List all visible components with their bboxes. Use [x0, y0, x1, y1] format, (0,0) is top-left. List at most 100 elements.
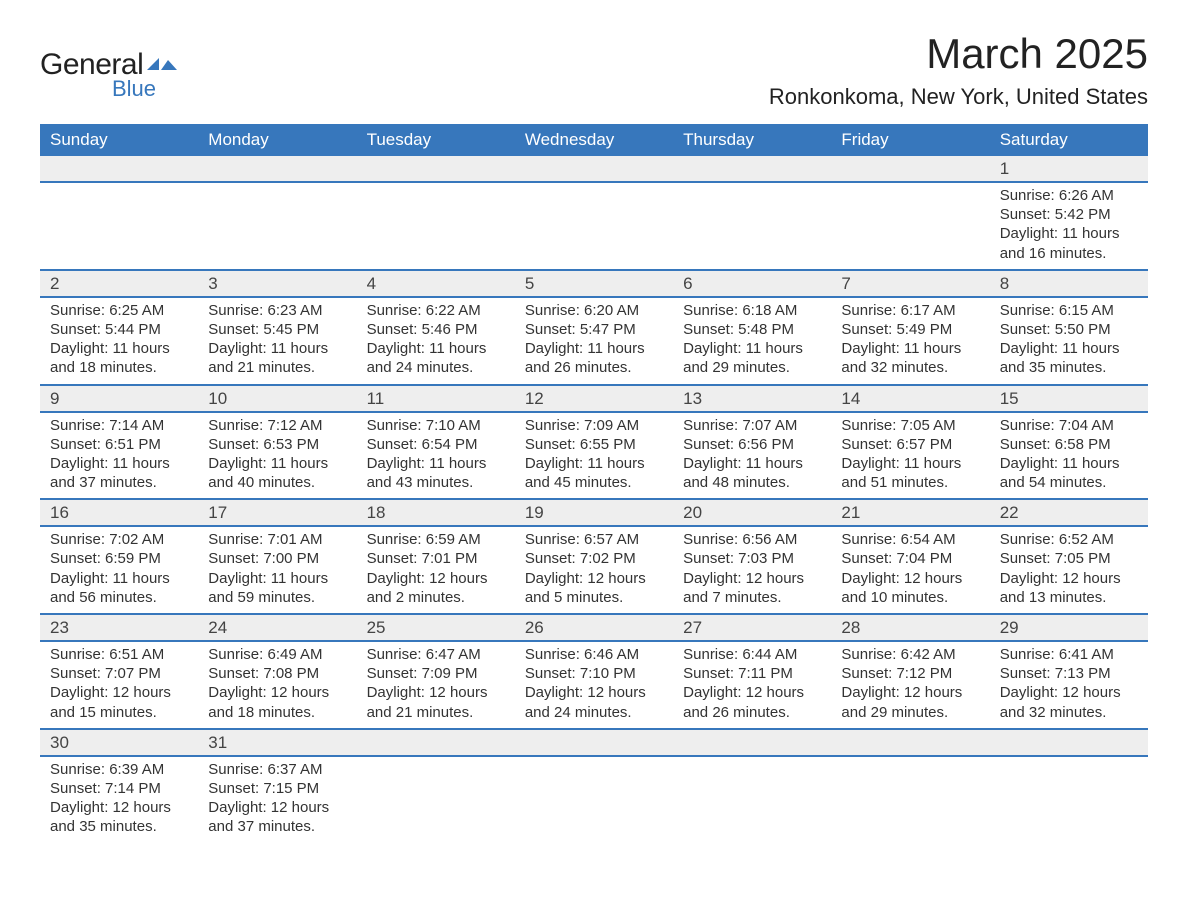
daylight-text: Daylight: 11 hours and 35 minutes.: [1000, 339, 1138, 377]
day-details-cell: Sunrise: 7:07 AMSunset: 6:56 PMDaylight:…: [673, 412, 831, 500]
day-number-cell: 1: [990, 156, 1148, 182]
daylight-text: Daylight: 12 hours and 15 minutes.: [50, 683, 188, 721]
sunrise-text: Sunrise: 7:14 AM: [50, 416, 188, 435]
day-number-cell: 26: [515, 614, 673, 641]
daylight-text: Daylight: 11 hours and 54 minutes.: [1000, 454, 1138, 492]
day-details-cell: Sunrise: 6:39 AMSunset: 7:14 PMDaylight:…: [40, 756, 198, 843]
sunset-text: Sunset: 5:44 PM: [50, 320, 188, 339]
calendar-body: 1 Sunrise: 6:26 AMSunset: 5:42 PMDayligh…: [40, 156, 1148, 843]
location-subtitle: Ronkonkoma, New York, United States: [769, 84, 1148, 110]
calendar-table: Sunday Monday Tuesday Wednesday Thursday…: [40, 124, 1148, 843]
daylight-text: Daylight: 12 hours and 7 minutes.: [683, 569, 821, 607]
day-details-cell: Sunrise: 7:12 AMSunset: 6:53 PMDaylight:…: [198, 412, 356, 500]
sunrise-text: Sunrise: 6:46 AM: [525, 645, 663, 664]
day-number-cell: [357, 156, 515, 182]
day-number-cell: 21: [831, 499, 989, 526]
day-details-cell: Sunrise: 7:09 AMSunset: 6:55 PMDaylight:…: [515, 412, 673, 500]
day-details-cell: Sunrise: 6:41 AMSunset: 7:13 PMDaylight:…: [990, 641, 1148, 729]
sunset-text: Sunset: 7:11 PM: [683, 664, 821, 683]
sunrise-text: Sunrise: 6:51 AM: [50, 645, 188, 664]
brand-logo: General Blue: [40, 48, 177, 102]
sunset-text: Sunset: 7:15 PM: [208, 779, 346, 798]
daylight-text: Daylight: 11 hours and 40 minutes.: [208, 454, 346, 492]
daylight-text: Daylight: 11 hours and 18 minutes.: [50, 339, 188, 377]
day-number-cell: 29: [990, 614, 1148, 641]
day-details-cell: Sunrise: 7:01 AMSunset: 7:00 PMDaylight:…: [198, 526, 356, 614]
day-number-cell: 17: [198, 499, 356, 526]
daylight-text: Daylight: 12 hours and 37 minutes.: [208, 798, 346, 836]
day-number-cell: [831, 156, 989, 182]
day-details-cell: Sunrise: 6:56 AMSunset: 7:03 PMDaylight:…: [673, 526, 831, 614]
day-details-cell: [198, 182, 356, 270]
day-number-cell: 13: [673, 385, 831, 412]
sunset-text: Sunset: 7:05 PM: [1000, 549, 1138, 568]
day-details-cell: [357, 182, 515, 270]
day-details-cell: Sunrise: 6:51 AMSunset: 7:07 PMDaylight:…: [40, 641, 198, 729]
day-number-cell: 25: [357, 614, 515, 641]
day-details-cell: [673, 182, 831, 270]
day-number-cell: 4: [357, 270, 515, 297]
day-number-cell: 6: [673, 270, 831, 297]
day-details-cell: [357, 756, 515, 843]
sunrise-text: Sunrise: 6:41 AM: [1000, 645, 1138, 664]
sunset-text: Sunset: 5:45 PM: [208, 320, 346, 339]
sunrise-text: Sunrise: 6:52 AM: [1000, 530, 1138, 549]
day-details-cell: Sunrise: 6:42 AMSunset: 7:12 PMDaylight:…: [831, 641, 989, 729]
day-details-cell: Sunrise: 6:44 AMSunset: 7:11 PMDaylight:…: [673, 641, 831, 729]
sunrise-text: Sunrise: 6:20 AM: [525, 301, 663, 320]
daylight-text: Daylight: 11 hours and 16 minutes.: [1000, 224, 1138, 262]
day-number-cell: [673, 729, 831, 756]
daylight-text: Daylight: 11 hours and 45 minutes.: [525, 454, 663, 492]
sunrise-text: Sunrise: 7:09 AM: [525, 416, 663, 435]
daylight-text: Daylight: 12 hours and 13 minutes.: [1000, 569, 1138, 607]
weekday-header: Tuesday: [357, 124, 515, 156]
daylight-text: Daylight: 11 hours and 32 minutes.: [841, 339, 979, 377]
daylight-text: Daylight: 11 hours and 51 minutes.: [841, 454, 979, 492]
day-number-cell: 11: [357, 385, 515, 412]
sunset-text: Sunset: 5:47 PM: [525, 320, 663, 339]
sunset-text: Sunset: 7:10 PM: [525, 664, 663, 683]
sunset-text: Sunset: 7:04 PM: [841, 549, 979, 568]
daylight-text: Daylight: 11 hours and 29 minutes.: [683, 339, 821, 377]
daylight-text: Daylight: 11 hours and 37 minutes.: [50, 454, 188, 492]
day-number-cell: 27: [673, 614, 831, 641]
sunrise-text: Sunrise: 6:15 AM: [1000, 301, 1138, 320]
sunrise-text: Sunrise: 7:10 AM: [367, 416, 505, 435]
sunset-text: Sunset: 5:48 PM: [683, 320, 821, 339]
day-details-cell: Sunrise: 6:57 AMSunset: 7:02 PMDaylight:…: [515, 526, 673, 614]
day-number-cell: 9: [40, 385, 198, 412]
day-number-cell: 20: [673, 499, 831, 526]
day-number-cell: [990, 729, 1148, 756]
day-details-cell: [515, 182, 673, 270]
sunset-text: Sunset: 6:57 PM: [841, 435, 979, 454]
sunrise-text: Sunrise: 6:17 AM: [841, 301, 979, 320]
day-details-cell: Sunrise: 6:17 AMSunset: 5:49 PMDaylight:…: [831, 297, 989, 385]
week-daynum-row: 3031: [40, 729, 1148, 756]
day-details-cell: [831, 756, 989, 843]
day-details-cell: Sunrise: 6:22 AMSunset: 5:46 PMDaylight:…: [357, 297, 515, 385]
day-number-cell: 10: [198, 385, 356, 412]
week-details-row: Sunrise: 7:02 AMSunset: 6:59 PMDaylight:…: [40, 526, 1148, 614]
daylight-text: Daylight: 12 hours and 2 minutes.: [367, 569, 505, 607]
day-details-cell: Sunrise: 6:52 AMSunset: 7:05 PMDaylight:…: [990, 526, 1148, 614]
sunset-text: Sunset: 6:51 PM: [50, 435, 188, 454]
sunrise-text: Sunrise: 6:18 AM: [683, 301, 821, 320]
week-daynum-row: 2345678: [40, 270, 1148, 297]
day-number-cell: 23: [40, 614, 198, 641]
day-number-cell: 7: [831, 270, 989, 297]
weekday-header: Saturday: [990, 124, 1148, 156]
daylight-text: Daylight: 11 hours and 26 minutes.: [525, 339, 663, 377]
week-daynum-row: 16171819202122: [40, 499, 1148, 526]
day-number-cell: 12: [515, 385, 673, 412]
day-details-cell: Sunrise: 6:20 AMSunset: 5:47 PMDaylight:…: [515, 297, 673, 385]
day-number-cell: [515, 729, 673, 756]
sunset-text: Sunset: 7:14 PM: [50, 779, 188, 798]
weekday-header: Monday: [198, 124, 356, 156]
sunset-text: Sunset: 7:00 PM: [208, 549, 346, 568]
sunrise-text: Sunrise: 7:01 AM: [208, 530, 346, 549]
sunrise-text: Sunrise: 7:05 AM: [841, 416, 979, 435]
day-details-cell: Sunrise: 7:02 AMSunset: 6:59 PMDaylight:…: [40, 526, 198, 614]
weekday-header: Thursday: [673, 124, 831, 156]
day-details-cell: Sunrise: 6:26 AMSunset: 5:42 PMDaylight:…: [990, 182, 1148, 270]
sunset-text: Sunset: 5:42 PM: [1000, 205, 1138, 224]
